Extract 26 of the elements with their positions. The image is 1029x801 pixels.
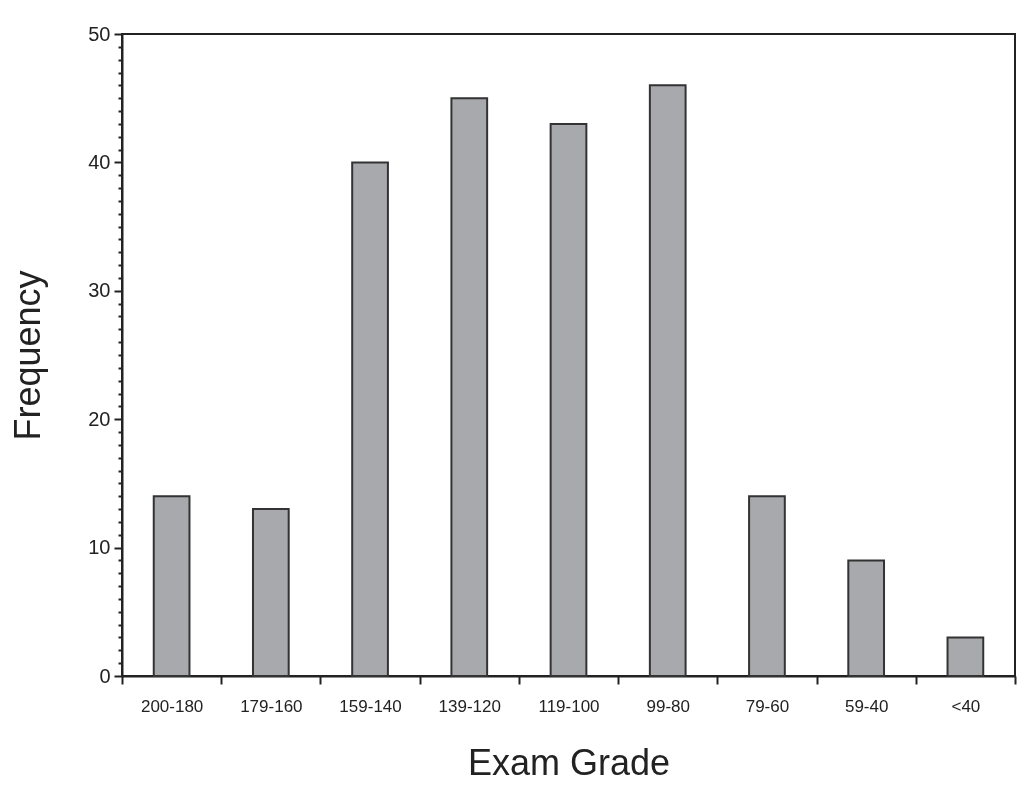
x-tick-label: 200-180 [140, 696, 204, 716]
x-tick-label: 159-140 [339, 696, 402, 716]
x-axis-title: Exam Grade [467, 741, 671, 783]
bar [847, 559, 886, 677]
y-tick-label: 40 [88, 150, 111, 173]
bar [648, 84, 687, 677]
bar [450, 97, 489, 677]
bar [549, 122, 588, 677]
y-tick-label: 30 [88, 279, 111, 302]
y-tick-label: 50 [88, 22, 111, 45]
bar [946, 636, 985, 677]
bar [351, 161, 389, 677]
x-tick-label: 79-60 [745, 696, 790, 716]
x-tick-label: 139-120 [438, 696, 501, 716]
y-axis-title: Frequency [7, 270, 49, 441]
x-tick-label: 99-80 [646, 696, 690, 716]
y-tick-label: 20 [88, 407, 111, 430]
x-tick-label: 119-100 [538, 696, 600, 716]
x-tick-label: 179-160 [240, 696, 303, 716]
bar [748, 495, 786, 677]
y-tick-label: 10 [88, 536, 111, 559]
y-tick-label: 0 [99, 664, 111, 687]
x-tick-label: <40 [951, 696, 981, 716]
x-tick-label: 59-40 [844, 696, 889, 716]
bar [152, 495, 191, 677]
bar [251, 508, 290, 677]
